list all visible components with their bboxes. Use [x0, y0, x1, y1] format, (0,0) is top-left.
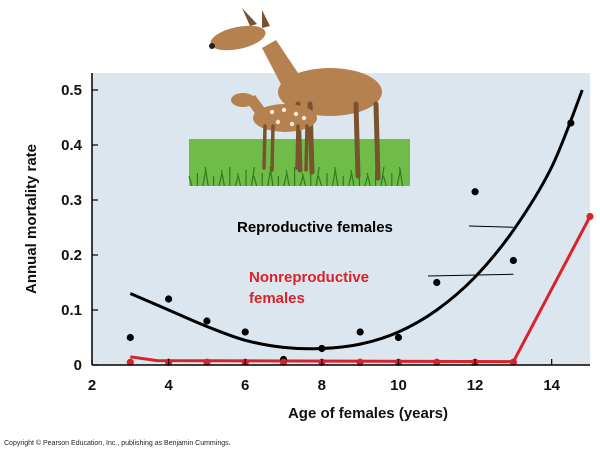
grass-blade — [283, 172, 288, 187]
grass-blade — [267, 169, 272, 187]
y-axis-title: Annual mortality rate — [23, 144, 40, 294]
grass-blade — [350, 169, 355, 187]
reproductive-leader-line — [468, 225, 514, 228]
reproductive-point — [126, 333, 134, 342]
grass-blade — [366, 172, 371, 187]
reproductive-fit-curve — [129, 89, 584, 351]
nonreproductive-label-line2: females — [249, 290, 305, 307]
grass-blade — [396, 169, 401, 187]
fawn-spot — [289, 121, 295, 127]
mortality-chart: Reproductive females Nonreproductive femal… — [23, 8, 594, 422]
plot-area — [92, 73, 590, 365]
fawn-leg — [304, 124, 309, 172]
nonreproductive-point — [433, 358, 441, 366]
doe-neck — [262, 40, 304, 90]
nonreproductive-fit-line — [130, 215, 592, 364]
fawn-spot — [269, 109, 275, 115]
reproductive-point — [433, 278, 441, 287]
doe-nose — [209, 43, 215, 49]
fawn-spot — [275, 119, 281, 125]
doe-ear — [262, 10, 270, 28]
reproductive-point — [394, 333, 403, 342]
reproductive-point — [567, 119, 575, 127]
reproductive-point — [241, 328, 249, 336]
x-tick-label: 4 — [164, 377, 173, 394]
grass-blade — [301, 172, 306, 187]
grass-blade — [364, 175, 369, 187]
x-tick-label: 8 — [318, 377, 326, 394]
reproductive-point — [509, 256, 517, 265]
grass-blade — [202, 169, 207, 187]
nonreproductive-point — [126, 358, 134, 366]
grass-blade — [380, 166, 385, 187]
doe-leg — [373, 101, 381, 181]
grass-blade — [348, 172, 353, 187]
y-tick-label: 0.4 — [61, 137, 83, 154]
y-tick-label: 0.1 — [61, 302, 82, 319]
grass-blade — [188, 175, 193, 187]
fawn-spot — [301, 115, 307, 121]
x-tick-label: 2 — [88, 377, 96, 394]
reproductive-point — [471, 188, 479, 196]
copyright-note: Copyright © Pearson Education, Inc., pub… — [4, 440, 231, 447]
deer-illustration — [188, 8, 410, 187]
doe-head — [210, 25, 266, 51]
nonreproductive-point — [356, 358, 364, 366]
x-tick-label: 6 — [241, 377, 249, 394]
nonreproductive-point — [279, 358, 288, 366]
reproductive-point — [318, 344, 326, 353]
grass-blade — [285, 169, 290, 187]
nonreproductive-label: Nonreproductive — [249, 269, 369, 286]
reproductive-point — [203, 317, 211, 325]
grass-blade — [334, 166, 339, 187]
reproductive-point — [356, 328, 364, 336]
reproductive-point — [165, 295, 173, 303]
y-tick-label: 0 — [74, 357, 82, 374]
grass-blade — [204, 166, 209, 187]
y-tick-label: 0.5 — [61, 82, 82, 99]
fawn-leg — [270, 124, 275, 172]
doe-ear — [242, 8, 257, 26]
grass-blade — [399, 166, 404, 187]
reproductive-label: Reproductive females — [237, 219, 393, 236]
fawn-spot — [293, 111, 299, 117]
grass-blade — [220, 169, 225, 187]
nonreproductive-point — [586, 212, 594, 221]
nonreproductive-point — [203, 358, 211, 366]
doe-leg — [353, 101, 361, 179]
chart-axes: 2 4 6 8 10 12 14 0 0.1 0.2 0.3 0.4 0.5 Age of females… — [23, 73, 590, 422]
grass-blade — [299, 175, 304, 187]
grass-blade — [218, 172, 223, 187]
y-tick-label: 0.3 — [61, 192, 82, 209]
chart-marks: Reproductive females Nonreproductive femal… — [126, 89, 594, 366]
x-tick-label: 10 — [390, 377, 407, 394]
grass-blade — [331, 169, 336, 187]
grass-blade — [250, 166, 255, 187]
grass-blade — [253, 175, 258, 187]
grass-blade — [315, 166, 320, 187]
nonreproductive-leader-line — [427, 273, 514, 277]
y-tick-label: 0.2 — [61, 247, 82, 264]
grass-blade — [318, 175, 323, 187]
fawn-body — [253, 104, 317, 132]
grass-blade — [382, 175, 387, 187]
fawn-spot — [281, 107, 287, 113]
x-axis-title: Age of females (years) — [288, 405, 448, 422]
x-tick-label: 14 — [543, 377, 560, 394]
fawn-leg — [262, 124, 267, 170]
nonreproductive-point — [509, 358, 517, 366]
grass-blade — [237, 172, 242, 187]
grass-blade — [234, 175, 239, 187]
fawn-head — [231, 93, 255, 107]
x-tick-label: 12 — [467, 377, 484, 394]
fawn-leg — [295, 124, 300, 170]
